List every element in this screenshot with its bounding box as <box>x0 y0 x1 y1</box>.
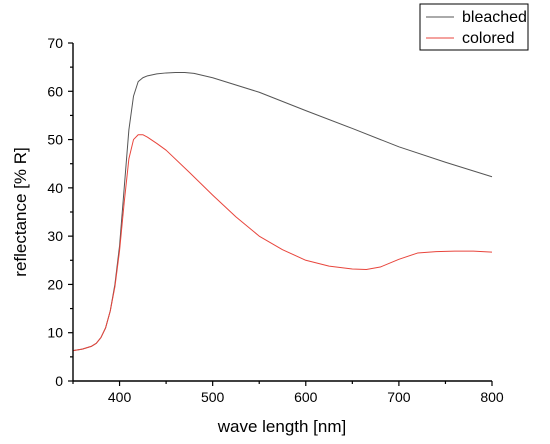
y-tick-label: 30 <box>47 228 63 244</box>
y-tick-label: 50 <box>47 132 63 148</box>
series-line-bleached <box>72 71 493 352</box>
series-line-colored <box>72 134 493 352</box>
x-tick-label: 500 <box>201 389 225 405</box>
legend: bleached colored <box>419 3 529 51</box>
y-tick-label: 40 <box>47 180 63 196</box>
x-tick-label: 600 <box>294 389 318 405</box>
y-tick-label: 20 <box>47 276 63 292</box>
y-axis-title: reflectance [% R] <box>11 147 30 276</box>
legend-label-bleached: bleached <box>462 9 527 26</box>
y-tick-label: 0 <box>55 373 63 389</box>
y-tick-label: 70 <box>47 35 63 51</box>
legend-label-colored: colored <box>462 30 514 47</box>
y-tick-label: 60 <box>47 83 63 99</box>
x-tick-label: 400 <box>108 389 132 405</box>
legend-box <box>419 3 529 51</box>
series-layer <box>72 71 493 352</box>
x-tick-label: 800 <box>480 389 504 405</box>
y-tick-label: 10 <box>47 325 63 341</box>
x-axis-title: wave length [nm] <box>217 417 347 436</box>
x-tick-label: 700 <box>387 389 411 405</box>
axes-layer: 400 500 600 700 800 0 10 20 30 40 50 60 70 <box>47 35 503 405</box>
